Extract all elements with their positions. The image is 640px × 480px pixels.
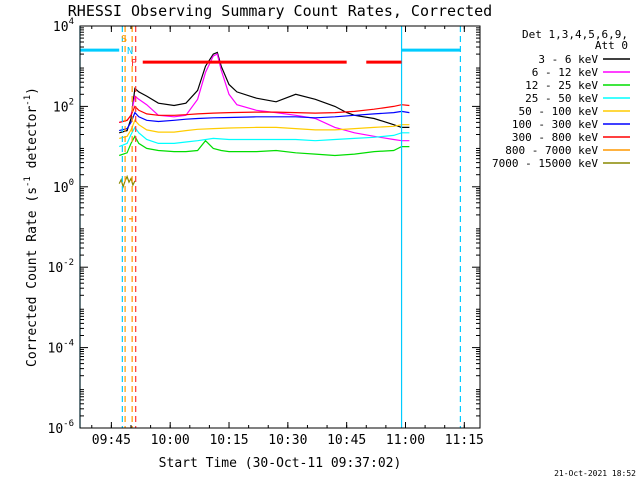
x-tick-label: 10:45	[327, 433, 366, 448]
y-axis-label: Corrected Count Rate (s-1 detector-1)	[23, 87, 40, 367]
marker-s: S	[121, 34, 127, 45]
x-tick-label: 11:15	[445, 433, 484, 448]
legend-label: 7000 - 15000 keV	[492, 157, 598, 170]
series-100-300-kev	[119, 110, 410, 132]
legend-label: 50 - 100 keV	[519, 105, 599, 118]
legend-label: 3 - 6 keV	[538, 53, 598, 66]
series-300-800-kev	[119, 104, 410, 123]
y-tick-label: 10-2	[48, 258, 75, 276]
legend-header: Det 1,3,4,5,6,9,	[522, 28, 628, 41]
timestamp: 21-Oct-2021 18:52	[554, 469, 636, 478]
y-tick-label: 10-6	[48, 419, 75, 437]
series-12-25-kev	[119, 135, 410, 157]
legend-label: 300 - 800 keV	[512, 131, 598, 144]
legend-header: Att 0	[595, 39, 628, 52]
y-tick-label: 10-4	[48, 339, 75, 357]
x-tick-label: 09:45	[92, 433, 131, 448]
x-tick-label: 10:30	[268, 433, 307, 448]
series-25-50-kev	[118, 126, 410, 148]
chart-title: RHESSI Observing Summary Count Rates, Co…	[68, 2, 492, 20]
x-tick-label: 11:00	[386, 433, 425, 448]
plot-frame	[79, 25, 481, 429]
legend-label: 12 - 25 keV	[525, 79, 598, 92]
marker-n: N	[127, 46, 133, 57]
x-axis-label: Start Time (30-Oct-11 09:37:02)	[159, 456, 402, 471]
legend-label: 800 - 7000 keV	[505, 144, 598, 157]
x-tick-label: 10:15	[209, 433, 248, 448]
series-3-6-kev	[119, 51, 410, 134]
legend-label: 25 - 50 keV	[525, 92, 598, 105]
marker-f: F	[131, 58, 137, 69]
series-50-100-kev	[119, 119, 410, 139]
legend-label: 6 - 12 keV	[532, 66, 599, 79]
y-tick-label: 104	[53, 17, 74, 35]
series-7000-15000-kev	[118, 174, 136, 189]
x-tick-label: 10:00	[151, 433, 190, 448]
legend-label: 100 - 300 keV	[512, 118, 598, 131]
y-tick-label: 100	[53, 178, 74, 196]
y-tick-label: 102	[53, 97, 74, 115]
